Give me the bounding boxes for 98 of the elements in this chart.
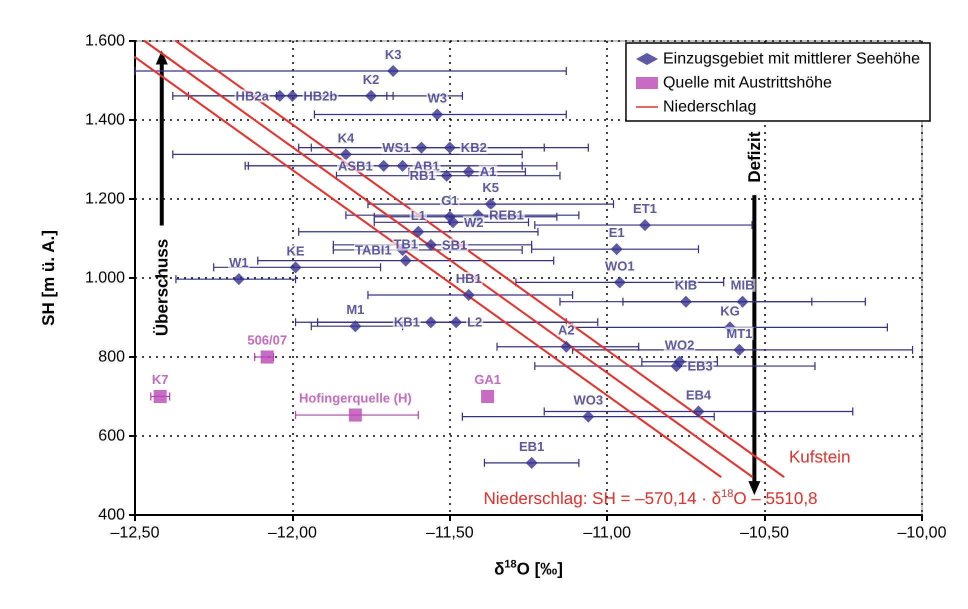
point <box>450 316 462 328</box>
annotation: ET1 <box>633 201 657 216</box>
point <box>365 90 378 102</box>
annotation: A1 <box>480 164 496 180</box>
annotation: Kufstein <box>788 448 850 467</box>
annotation: 506/07 <box>247 332 288 348</box>
x-tick-label: –12,50 <box>110 524 160 542</box>
annotation: W1 <box>229 255 249 270</box>
annotation: Defizit <box>744 131 764 183</box>
point <box>692 406 704 418</box>
point <box>378 160 390 172</box>
annotation: ASB1 <box>338 158 373 174</box>
point <box>349 320 362 332</box>
annotation: HB2b <box>303 88 338 104</box>
annotation: KIB <box>674 278 698 293</box>
point <box>340 148 352 160</box>
legend-label: Quelle mit Austrittshöhe <box>662 74 832 92</box>
y-tick-label: 1.200 <box>84 190 126 208</box>
annotation: W2 <box>464 214 484 230</box>
y-tick-label: 400 <box>98 506 126 524</box>
annotation: REB1 <box>489 208 524 223</box>
annotation: E1 <box>608 225 625 240</box>
annotation: WS1 <box>382 140 410 156</box>
x-tick-label: –11,00 <box>583 524 632 542</box>
legend-label: Einzugsgebiet mit mittlerer Seehöhe <box>662 50 920 68</box>
point <box>387 65 400 78</box>
point <box>444 142 456 154</box>
point <box>290 261 302 274</box>
annotation: TABI1 <box>354 242 392 258</box>
point <box>560 340 572 353</box>
annotation: Überschuss <box>152 238 172 336</box>
point <box>260 350 274 364</box>
annotation: GA1 <box>474 372 501 387</box>
y-tick-label: 1.000 <box>84 270 126 286</box>
annotation: HB2a <box>236 88 270 104</box>
x-tick-label: –11,50 <box>426 524 474 542</box>
point <box>484 198 497 210</box>
point <box>431 108 444 120</box>
point <box>232 273 245 286</box>
x-tick-label: –10,50 <box>740 524 790 542</box>
annotation: M1 <box>346 302 364 318</box>
legend-label: Niederschlag <box>662 98 756 116</box>
annotation: K4 <box>338 130 355 146</box>
point <box>415 142 428 154</box>
y-tick-label: 600 <box>98 428 126 444</box>
point <box>424 238 437 251</box>
point <box>526 456 538 469</box>
annotation: KG <box>720 303 740 318</box>
point <box>154 390 167 403</box>
point <box>638 219 651 232</box>
annotation: G1 <box>441 192 458 208</box>
annotation: K7 <box>152 372 168 387</box>
point <box>400 254 412 267</box>
annotation: K5 <box>482 180 500 196</box>
annotation: KB2 <box>460 140 487 156</box>
annotation: EB4 <box>686 388 712 403</box>
point <box>412 226 424 238</box>
annotation: WO2 <box>664 338 694 353</box>
annotation: MT1 <box>726 326 752 341</box>
x-tick-label: –12,00 <box>268 524 317 542</box>
point <box>396 160 409 172</box>
point <box>440 170 453 182</box>
point <box>680 296 692 308</box>
y-tick-label: 800 <box>98 348 126 366</box>
annotation: K2 <box>362 72 380 87</box>
point <box>614 276 626 288</box>
point <box>670 360 682 372</box>
y-axis-title: SH [m ü. A.] <box>39 230 58 326</box>
point <box>462 166 475 178</box>
point <box>446 216 459 228</box>
point <box>424 316 437 328</box>
y-tick-label: 1.400 <box>84 112 126 128</box>
annotation: A2 <box>558 322 575 338</box>
point <box>736 296 749 308</box>
annotation: W3 <box>427 90 447 106</box>
annotation: TB1 <box>393 236 418 252</box>
x-tick-label: –10,00 <box>898 524 947 542</box>
annotation: Hofingerquelle (H) <box>299 390 412 406</box>
annotation: L2 <box>467 314 482 330</box>
annotation: WO3 <box>574 392 604 408</box>
annotation: EB1 <box>519 438 544 454</box>
annotation: KE <box>286 243 305 258</box>
annotation: EB3 <box>687 358 713 374</box>
point <box>274 90 286 102</box>
annotation: KB1 <box>394 314 420 330</box>
annotation: HB1 <box>456 270 482 286</box>
point <box>348 408 362 422</box>
annotation: K3 <box>384 47 402 62</box>
point <box>462 288 475 301</box>
y-tick-label: 1.600 <box>84 32 126 50</box>
point <box>610 243 623 256</box>
annotation: WO1 <box>604 258 635 274</box>
point <box>286 90 298 102</box>
annotation: L1 <box>410 208 426 223</box>
annotation: SB1 <box>442 237 468 252</box>
point <box>582 410 594 423</box>
point <box>481 390 494 403</box>
point <box>733 344 746 356</box>
